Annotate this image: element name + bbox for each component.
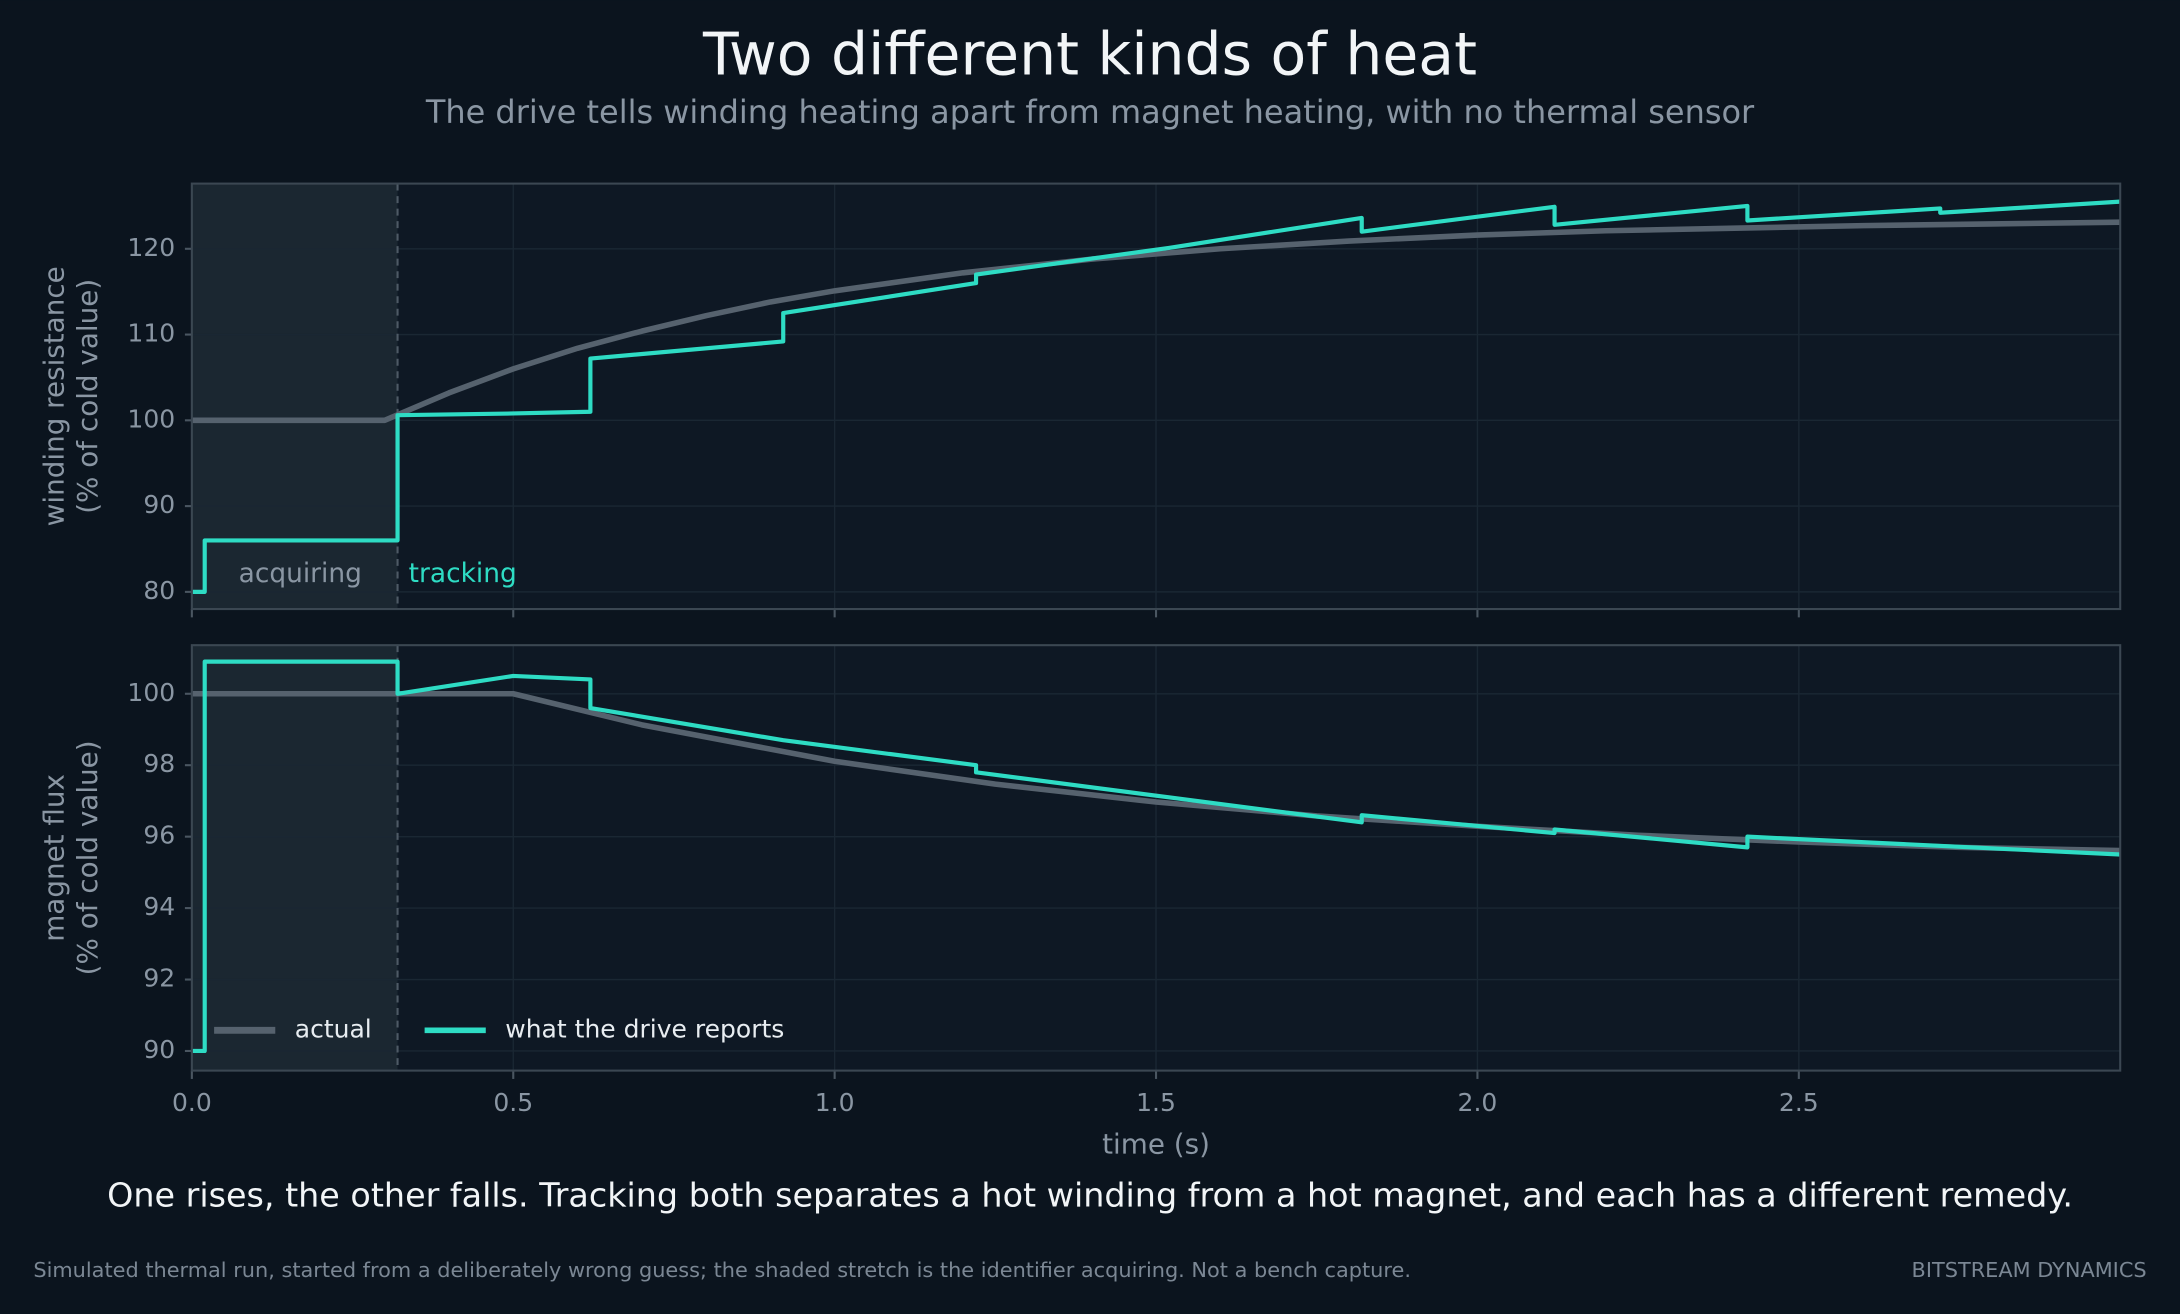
shaded-region: [191, 183, 398, 610]
x-tick-label: 0.5: [493, 1088, 533, 1117]
data-line: [191, 199, 2121, 594]
y-tick-label: 110: [127, 319, 175, 348]
annotation: acquiring: [239, 558, 362, 589]
y-axis-label-line: magnet flux: [38, 774, 71, 942]
caption: One rises, the other falls. Tracking bot…: [107, 1176, 2073, 1215]
y-axis-label-line: (% of cold value): [71, 740, 104, 975]
legend-label: actual: [295, 1014, 372, 1043]
y-tick-label: 100: [127, 678, 175, 707]
x-tick-label: 2.5: [1779, 1088, 1819, 1117]
shaded-region: [191, 645, 398, 1071]
plot-frame: [190, 644, 2122, 1072]
chart-subtitle: The drive tells winding heating apart fr…: [425, 93, 1755, 131]
x-tick-label: 0.0: [172, 1088, 212, 1117]
y-tick-label: 98: [143, 749, 175, 778]
y-tick-label: 92: [143, 964, 175, 993]
y-tick-label: 120: [127, 233, 175, 262]
legend-label: what the drive reports: [505, 1014, 784, 1043]
y-axis-label-line: (% of cold value): [71, 279, 104, 514]
y-tick-label: 90: [143, 1035, 175, 1064]
annotation: tracking: [409, 558, 517, 589]
y-tick-label: 100: [127, 404, 175, 433]
data-line: [191, 659, 2121, 1054]
y-tick-label: 96: [143, 821, 175, 850]
data-line: [191, 690, 2121, 854]
x-axis-label: time (s): [1102, 1128, 1210, 1161]
y-axis-label: winding resistance(% of cold value): [38, 266, 104, 526]
data-line: [191, 219, 2121, 424]
x-tick-label: 1.5: [1136, 1088, 1176, 1117]
y-axis-label-line: winding resistance: [38, 266, 71, 526]
chart-title: Two different kinds of heat: [702, 21, 1477, 89]
x-tick-label: 2.0: [1458, 1088, 1498, 1117]
x-tick-label: 1.0: [815, 1088, 855, 1117]
y-axis-label: magnet flux(% of cold value): [38, 740, 104, 975]
y-tick-label: 80: [143, 576, 175, 605]
y-tick-label: 90: [143, 490, 175, 519]
y-tick-label: 94: [143, 892, 175, 921]
footnote: Simulated thermal run, started from a de…: [33, 1258, 1411, 1282]
plot-frame: [190, 182, 2122, 611]
brand: BITSTREAM DYNAMICS: [1912, 1258, 2147, 1282]
